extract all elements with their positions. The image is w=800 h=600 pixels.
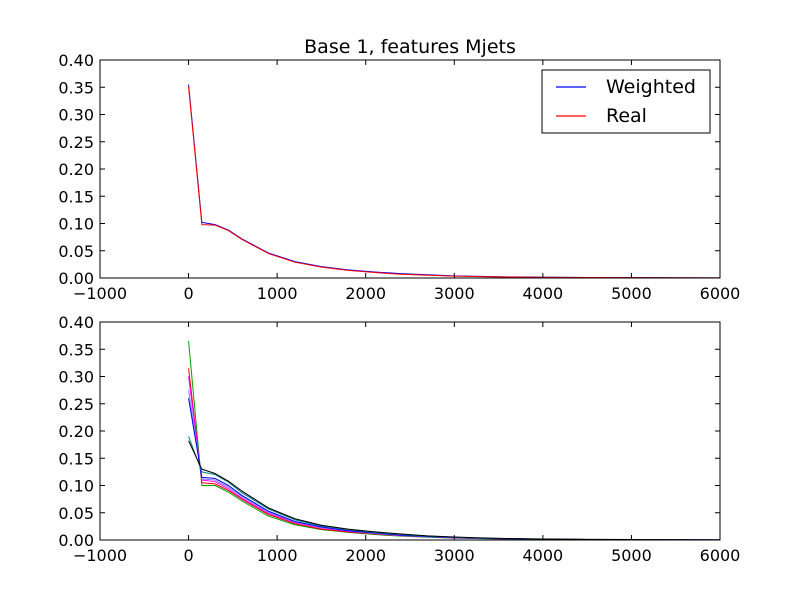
- top-x-tick-label: 2000: [345, 284, 386, 303]
- top-y-tick-label: 0.20: [58, 160, 94, 179]
- top-panel: −1000 0 1000 2000 3000 4000 5000 6000 0.00 0.05 0.…: [58, 51, 740, 303]
- bottom-series-line-6: [188, 440, 721, 541]
- bottom-x-tick-label: 5000: [611, 546, 652, 565]
- top-x-tick-label: 4000: [522, 284, 563, 303]
- top-y-tick-label: 0.40: [58, 51, 94, 70]
- top-y-tick-label: 0.25: [58, 133, 94, 152]
- legend: Weighted Real: [541, 69, 711, 134]
- top-y-tick-label: 0.05: [58, 242, 94, 261]
- legend-label-real: Real: [606, 105, 647, 127]
- bottom-x-tick-label: 4000: [522, 546, 563, 565]
- top-x-tick-label: 1000: [257, 284, 298, 303]
- top-y-tick-label: 0.15: [58, 187, 94, 206]
- top-x-tick-label: −1000: [73, 284, 127, 303]
- bottom-y-tick-label: 0.20: [58, 422, 94, 441]
- top-x-tick-label: 5000: [611, 284, 652, 303]
- bottom-y-tick-label: 0.30: [58, 368, 94, 387]
- top-y-tick-label: 0.00: [58, 269, 94, 288]
- legend-label-weighted: Weighted: [606, 76, 696, 98]
- top-x-tick-label: 3000: [434, 284, 475, 303]
- chart-title: Base 1, features Mjets: [304, 36, 516, 58]
- bottom-y-tick-label: 0.00: [58, 531, 94, 550]
- top-x-tick-label: 0: [183, 284, 193, 303]
- bottom-y-tick-label: 0.35: [58, 340, 94, 359]
- bottom-x-tick-label: −1000: [73, 546, 127, 565]
- bottom-x-tick-label: 0: [183, 546, 193, 565]
- top-y-tick-label: 0.10: [58, 215, 94, 234]
- bottom-y-tick-label: 0.15: [58, 449, 94, 468]
- bottom-x-tick-label: 6000: [700, 546, 741, 565]
- top-y-tick-label: 0.30: [58, 106, 94, 125]
- top-x-tick-label: 6000: [700, 284, 741, 303]
- bottom-y-tick-label: 0.10: [58, 477, 94, 496]
- bottom-x-tick-label: 3000: [434, 546, 475, 565]
- bottom-y-tick-label: 0.40: [58, 313, 94, 332]
- bottom-y-tick-label: 0.05: [58, 504, 94, 523]
- top-y-tick-label: 0.35: [58, 78, 94, 97]
- bottom-x-tick-label: 2000: [345, 546, 386, 565]
- bottom-y-tick-label: 0.25: [58, 395, 94, 414]
- legend-box: [541, 69, 711, 134]
- bottom-panel: −1000 0 1000 2000 3000 4000 5000 6000 0.00 0.05 0.…: [58, 313, 740, 565]
- bottom-x-tick-label: 1000: [257, 546, 298, 565]
